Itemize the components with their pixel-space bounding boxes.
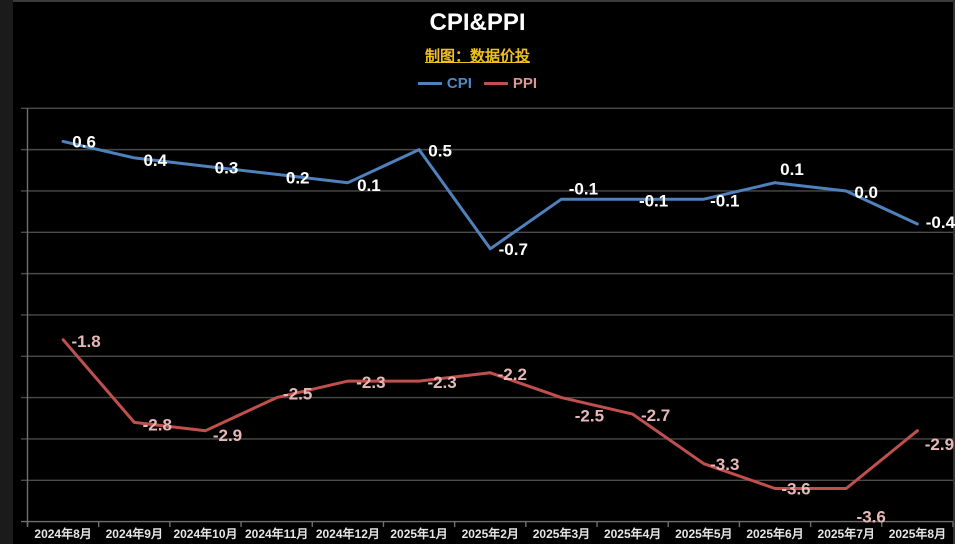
ppi-data-label: -2.5: [283, 385, 312, 404]
window-border-left: [0, 0, 13, 544]
window-border-right: [953, 0, 955, 544]
x-axis-label: 2025年7月: [818, 526, 875, 541]
chart-legend: CPI PPI: [0, 73, 955, 93]
ppi-data-label: -3.6: [857, 508, 886, 527]
cpi-data-label: 0.3: [215, 158, 239, 177]
ppi-data-label: -2.3: [356, 373, 385, 392]
cpi-data-label: -0.1: [639, 191, 668, 210]
ppi-data-label: -2.9: [213, 426, 242, 445]
x-axis-label: 2024年10月: [173, 526, 237, 541]
x-axis-label: 2025年1月: [390, 526, 447, 541]
x-axis-label: 2025年6月: [746, 526, 803, 541]
cpi-data-label: 0.5: [428, 142, 452, 161]
cpi-data-label: -0.7: [499, 240, 528, 259]
x-axis-label: 2024年9月: [106, 526, 163, 541]
ppi-data-label: -1.8: [71, 332, 100, 351]
chart-title: CPI&PPI: [429, 9, 526, 36]
ppi-data-label: -3.6: [781, 480, 810, 499]
cpi-data-label: 0.1: [780, 160, 804, 179]
cpi-data-label: 0.2: [286, 169, 310, 188]
x-axis-label: 2025年3月: [533, 526, 590, 541]
x-axis-label: 2025年8月: [889, 526, 946, 541]
chart-subtitle-text: 制图：数据价投: [424, 48, 530, 65]
cpi-data-label: 0.0: [854, 183, 878, 202]
legend-label-ppi: PPI: [512, 74, 538, 92]
x-axis-label: 2025年4月: [604, 526, 661, 541]
ppi-data-label: -2.2: [498, 365, 527, 384]
ppi-data-label: -2.7: [641, 406, 670, 425]
cpi-line: [61, 139, 919, 251]
legend-item-ppi: PPI: [483, 74, 538, 92]
cpi-line-swatch-icon: [417, 81, 442, 85]
ppi-data-label: -3.3: [710, 455, 739, 474]
cpi-data-label: -0.4: [926, 213, 955, 232]
cpi-data-label: 0.1: [357, 176, 381, 195]
ppi-data-label: -2.3: [427, 373, 456, 392]
x-axis-label: 2024年8月: [34, 526, 91, 541]
x-axis-label: 2025年2月: [462, 526, 519, 541]
cpi-data-label: 0.4: [143, 151, 167, 170]
ppi-line: [61, 338, 919, 490]
ppi-data-label: -2.8: [143, 416, 172, 435]
window-border-top: [0, 0, 955, 2]
x-axis-label: 2024年12月: [316, 526, 380, 541]
chart-subtitle: 制图：数据价投: [0, 45, 955, 66]
x-axis-label: 2025年5月: [675, 526, 732, 541]
legend-label-cpi: CPI: [446, 74, 472, 92]
ppi-data-label: -2.5: [575, 407, 604, 426]
ppi-data-label: -2.9: [925, 435, 954, 454]
ppi-line-swatch-icon: [483, 81, 508, 85]
cpi-data-label: -0.1: [710, 191, 739, 210]
legend-item-cpi: CPI: [417, 74, 472, 92]
cpi-data-label: -0.1: [569, 179, 598, 198]
cpi-data-label: 0.6: [72, 133, 96, 152]
x-axis-label: 2024年11月: [245, 526, 308, 541]
